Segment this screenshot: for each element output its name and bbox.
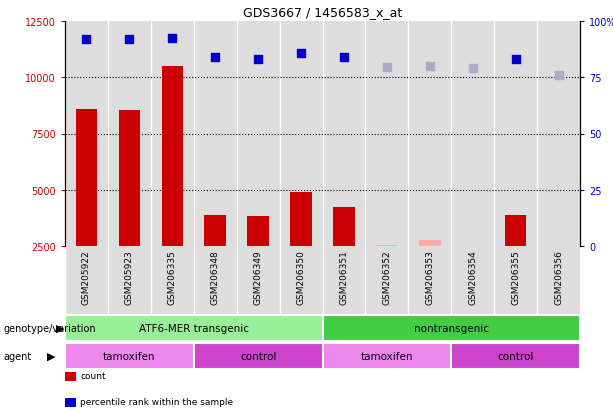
Point — [425, 64, 435, 70]
Bar — [322, 316, 580, 341]
Point — [167, 36, 177, 42]
Bar — [248, 216, 269, 247]
Text: GSM206348: GSM206348 — [211, 250, 219, 304]
Point — [296, 50, 306, 57]
Point — [124, 37, 134, 43]
Bar — [451, 247, 494, 314]
Text: control: control — [240, 351, 276, 361]
Text: genotype/variation: genotype/variation — [3, 323, 96, 333]
Text: GSM206349: GSM206349 — [254, 250, 262, 304]
Bar — [408, 22, 451, 247]
Bar — [333, 207, 355, 247]
Bar — [322, 247, 365, 314]
Point — [382, 65, 392, 71]
Text: count: count — [80, 372, 106, 380]
Bar — [108, 247, 151, 314]
Bar — [537, 247, 580, 314]
Text: tamoxifen: tamoxifen — [103, 351, 156, 361]
Text: GSM206335: GSM206335 — [168, 250, 177, 304]
Bar — [494, 247, 537, 314]
Bar — [237, 247, 280, 314]
Point — [210, 55, 220, 61]
Bar — [376, 245, 398, 247]
Bar — [237, 22, 280, 247]
Bar — [119, 111, 140, 247]
Bar — [280, 22, 322, 247]
Text: GSM206351: GSM206351 — [340, 250, 348, 304]
Text: ▶: ▶ — [47, 351, 55, 361]
Bar — [505, 215, 527, 247]
Bar — [151, 22, 194, 247]
Bar — [194, 22, 237, 247]
Bar — [65, 316, 322, 341]
Bar — [494, 22, 537, 247]
Text: GSM206350: GSM206350 — [297, 250, 305, 304]
Text: ATF6-MER transgenic: ATF6-MER transgenic — [139, 323, 249, 333]
Bar — [408, 247, 451, 314]
Text: percentile rank within the sample: percentile rank within the sample — [80, 397, 234, 406]
Bar — [419, 241, 441, 247]
Bar — [548, 247, 569, 253]
Bar — [451, 22, 494, 247]
Bar — [65, 247, 108, 314]
Text: agent: agent — [3, 351, 31, 361]
Text: GSM205923: GSM205923 — [125, 250, 134, 304]
Text: nontransgenic: nontransgenic — [414, 323, 489, 333]
Bar — [194, 247, 237, 314]
Bar — [65, 22, 108, 247]
Text: GSM206352: GSM206352 — [383, 250, 391, 304]
Bar — [451, 344, 580, 369]
Text: GSM206353: GSM206353 — [425, 250, 434, 304]
Bar — [76, 109, 97, 247]
Bar — [365, 247, 408, 314]
Text: control: control — [497, 351, 534, 361]
Text: GSM206355: GSM206355 — [511, 250, 520, 304]
Text: tamoxifen: tamoxifen — [360, 351, 413, 361]
Point — [468, 66, 478, 72]
Point — [253, 57, 263, 64]
Text: GSM206354: GSM206354 — [468, 250, 477, 304]
Text: GSM205922: GSM205922 — [82, 250, 91, 304]
Bar — [205, 215, 226, 247]
Bar — [194, 344, 322, 369]
Bar — [65, 344, 194, 369]
Title: GDS3667 / 1456583_x_at: GDS3667 / 1456583_x_at — [243, 7, 402, 19]
Point — [82, 37, 91, 43]
Bar — [162, 67, 183, 247]
Bar — [537, 22, 580, 247]
Bar — [291, 192, 312, 247]
Bar — [322, 344, 451, 369]
Text: GSM206356: GSM206356 — [554, 250, 563, 304]
Bar — [108, 22, 151, 247]
Bar — [151, 247, 194, 314]
Point — [554, 73, 563, 79]
Text: ▶: ▶ — [56, 323, 64, 333]
Bar — [280, 247, 322, 314]
Point — [339, 55, 349, 61]
Point — [511, 57, 520, 64]
Bar — [322, 22, 365, 247]
Bar — [365, 22, 408, 247]
